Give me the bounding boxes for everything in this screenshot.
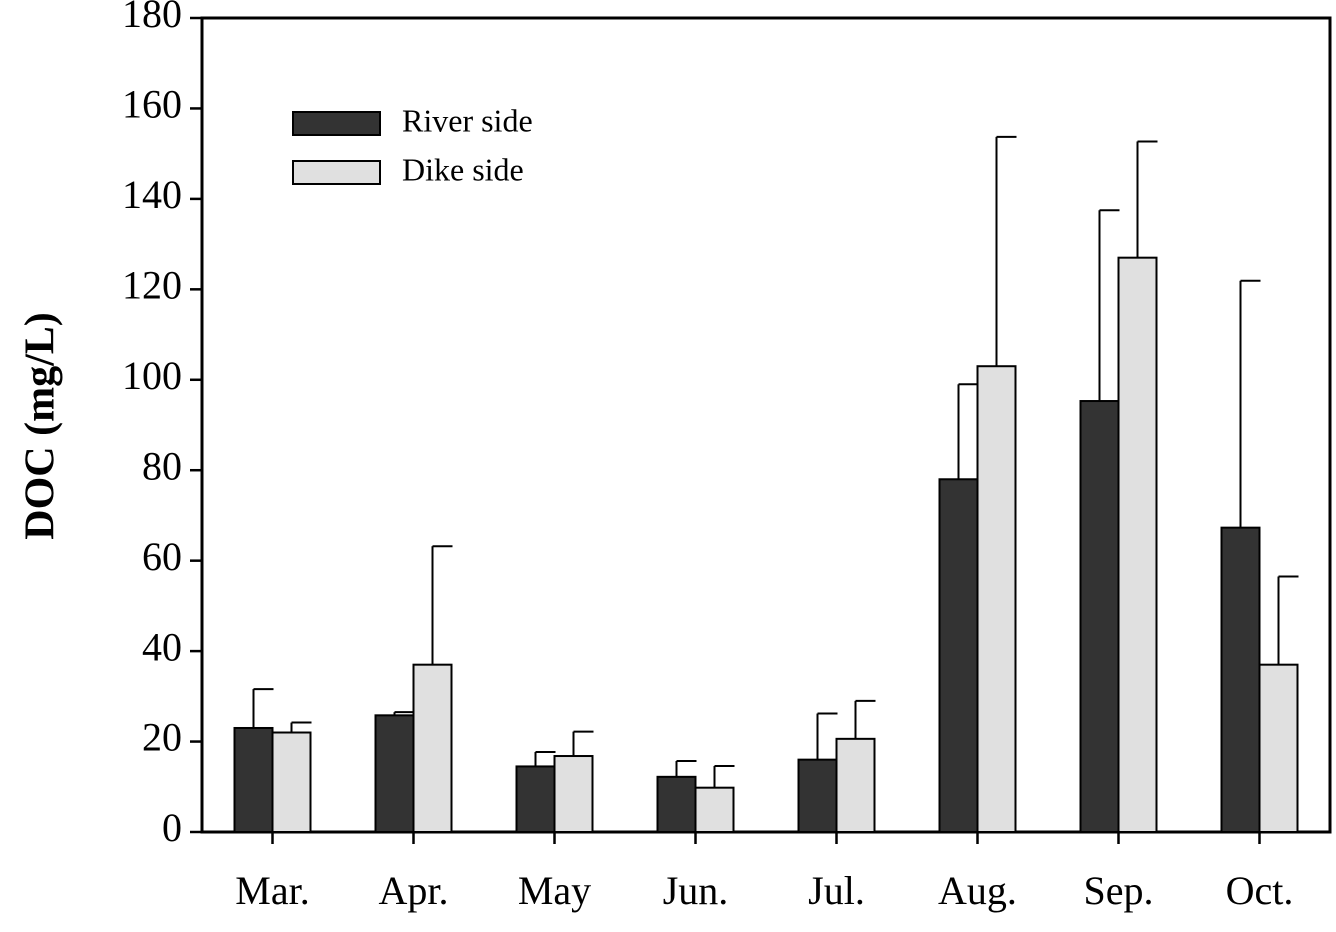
- bar-dike-side: [694, 786, 735, 834]
- y-tick-label: 40: [142, 624, 182, 669]
- y-tick-label: 20: [142, 715, 182, 760]
- y-tick-label: 60: [142, 534, 182, 579]
- y-tick-label: 0: [162, 805, 182, 850]
- y-tick-label: 100: [122, 353, 182, 398]
- bar-river-side: [797, 758, 838, 834]
- x-tick-label: Oct.: [1226, 868, 1294, 913]
- bar-dike-side: [553, 755, 594, 834]
- y-tick-label: 160: [122, 82, 182, 127]
- bar-river-side: [374, 714, 415, 833]
- legend-swatch: [292, 160, 381, 185]
- legend-swatch: [292, 111, 381, 136]
- y-axis-label: DOC (mg/L): [18, 312, 64, 539]
- x-tick-label: May: [518, 868, 591, 913]
- bar-dike-side: [412, 663, 453, 834]
- bar-river-side: [515, 765, 556, 834]
- y-tick-label: 80: [142, 443, 182, 488]
- bar-river-side: [1220, 526, 1261, 833]
- bar-dike-side: [1258, 663, 1299, 834]
- legend-label: River side: [402, 102, 533, 138]
- bar-dike-side: [976, 365, 1017, 833]
- x-tick-label: Aug.: [938, 868, 1017, 913]
- x-tick-label: Sep.: [1084, 868, 1154, 913]
- x-tick-label: Jul.: [808, 868, 865, 913]
- bar-dike-side: [835, 737, 876, 833]
- x-tick-label: Apr.: [379, 868, 449, 913]
- legend-label: Dike side: [402, 151, 524, 187]
- bar-dike-side: [271, 731, 312, 833]
- bar-dike-side: [1117, 256, 1158, 833]
- x-tick-label: Mar.: [235, 868, 309, 913]
- y-tick-label: 180: [122, 0, 182, 36]
- bar-river-side: [233, 726, 274, 833]
- y-tick-label: 120: [122, 263, 182, 308]
- bar-river-side: [1079, 400, 1120, 833]
- bar-river-side: [938, 478, 979, 833]
- plot-frame: [200, 16, 1332, 834]
- y-tick-label: 140: [122, 172, 182, 217]
- x-tick-label: Jun.: [663, 868, 729, 913]
- bar-river-side: [656, 775, 697, 834]
